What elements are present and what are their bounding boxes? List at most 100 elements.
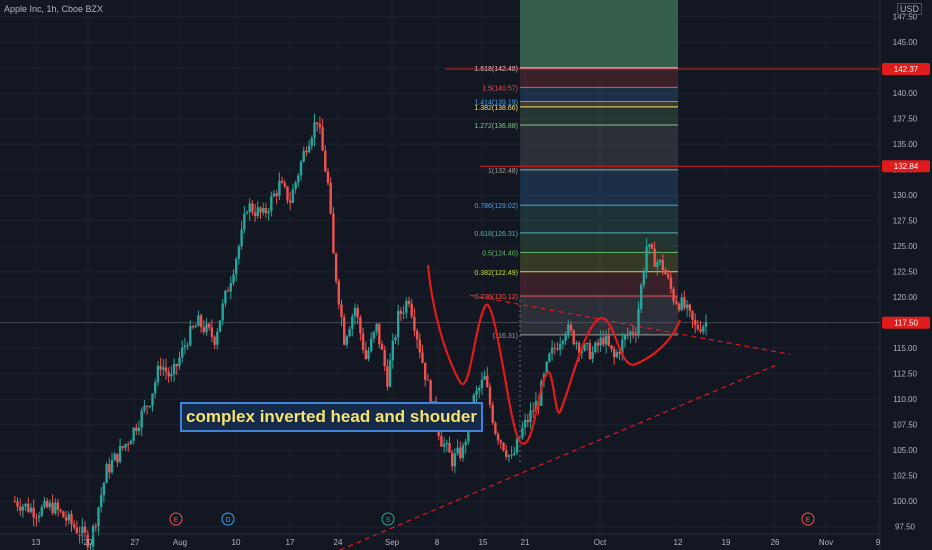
- price-badge: [882, 63, 930, 76]
- candle-body: [523, 419, 527, 428]
- candle-body: [594, 342, 597, 353]
- price-tick-label: 100.00: [893, 497, 918, 506]
- candle-body: [580, 350, 583, 353]
- candle-body: [313, 122, 316, 139]
- candle-body: [621, 339, 624, 355]
- fib-band: [520, 205, 678, 233]
- candle-body: [226, 290, 230, 292]
- candle-body: [270, 196, 273, 212]
- candle-body: [637, 308, 640, 335]
- event-marker-label: S: [386, 517, 391, 524]
- candle-body: [199, 315, 203, 328]
- candle-body: [27, 503, 30, 512]
- symbol-title: Apple Inc, 1h, Cboe BZX: [4, 4, 104, 14]
- candle-body: [143, 405, 146, 411]
- fib-level-label: 1.414(139.19): [474, 99, 518, 106]
- pattern-annotation[interactable]: complex inverted head and shouder: [180, 402, 483, 432]
- candle-body: [70, 514, 73, 525]
- fib-band: [520, 101, 678, 107]
- event-marker: [169, 512, 183, 526]
- candle-body: [267, 211, 270, 214]
- candle-body: [545, 361, 548, 375]
- candle-body: [191, 326, 195, 328]
- time-tick-label: 27: [131, 538, 140, 547]
- candle-body: [588, 343, 592, 360]
- candle-body: [658, 259, 662, 262]
- candle-body: [375, 323, 378, 332]
- candle-body: [648, 244, 651, 247]
- candle-body: [67, 514, 70, 521]
- candle-body: [513, 452, 516, 455]
- candle-body: [502, 442, 505, 451]
- candle-body: [97, 507, 100, 527]
- candle-body: [596, 342, 600, 346]
- candle-body: [213, 336, 216, 345]
- candle-body: [491, 404, 494, 423]
- candle-body: [694, 319, 697, 325]
- candle-body: [316, 122, 319, 125]
- candle-body: [197, 315, 200, 327]
- candle-body: [656, 261, 659, 267]
- candle-body: [461, 445, 465, 459]
- candle-body: [529, 410, 532, 422]
- candle-body: [56, 502, 60, 510]
- candle-body: [370, 338, 373, 351]
- candle-body: [615, 352, 619, 358]
- fib-level-label: 0.5(124.40): [482, 250, 518, 257]
- candle-body: [321, 127, 324, 151]
- candle-body: [488, 386, 492, 405]
- fib-band: [520, 67, 678, 88]
- candle-body: [318, 124, 322, 128]
- candle-body: [24, 503, 27, 507]
- candle-body: [586, 343, 589, 345]
- candle-body: [54, 502, 57, 514]
- candle-body: [418, 339, 421, 353]
- candle-body: [486, 375, 489, 387]
- candle-body: [534, 400, 538, 412]
- candle-body: [356, 308, 359, 318]
- candle-body: [43, 500, 46, 507]
- fib-level-label: 0.236(120.12): [474, 294, 518, 301]
- fib-band: [520, 87, 678, 102]
- candle-body: [351, 316, 354, 330]
- candle-body: [32, 507, 35, 518]
- candle-body: [623, 334, 627, 340]
- candle-body: [127, 444, 130, 446]
- candle-body: [337, 280, 340, 305]
- candle-body: [669, 277, 673, 289]
- price-badge: [882, 160, 930, 173]
- candle-body: [599, 337, 602, 346]
- currency-badge[interactable]: USD: [896, 3, 922, 15]
- candle-body: [372, 331, 376, 339]
- time-tick-label: Sep: [385, 538, 400, 547]
- candle-body: [156, 365, 160, 383]
- candle-body: [105, 464, 108, 484]
- candle-body: [35, 517, 38, 519]
- candle-body: [59, 509, 62, 512]
- candle-body: [286, 186, 289, 201]
- candle-body: [380, 344, 384, 350]
- candle-body: [29, 507, 33, 512]
- candle-body: [86, 532, 89, 548]
- price-tick-label: 105.00: [893, 446, 918, 455]
- candle-body: [507, 455, 511, 457]
- candle-body: [394, 337, 397, 341]
- candle-body: [405, 300, 408, 313]
- price-tick-label: 145.00: [893, 38, 918, 47]
- time-tick-label: Aug: [173, 538, 187, 547]
- price-tick-label: 140.00: [893, 89, 918, 98]
- candle-body: [272, 193, 276, 197]
- fib-level-label: 0.618(126.31): [474, 231, 518, 238]
- candle-body: [299, 161, 303, 176]
- fib-band: [520, 252, 678, 272]
- candle-body: [631, 331, 635, 334]
- fib-band: [520, 169, 678, 206]
- candle-body: [83, 526, 87, 533]
- candle-body: [132, 427, 135, 441]
- fib-level-label: 1.382(138.66): [474, 105, 518, 112]
- event-marker-label: E: [174, 517, 179, 524]
- price-tick-label: 115.00: [893, 344, 917, 353]
- candle-body: [548, 353, 551, 362]
- candle-body: [48, 502, 52, 508]
